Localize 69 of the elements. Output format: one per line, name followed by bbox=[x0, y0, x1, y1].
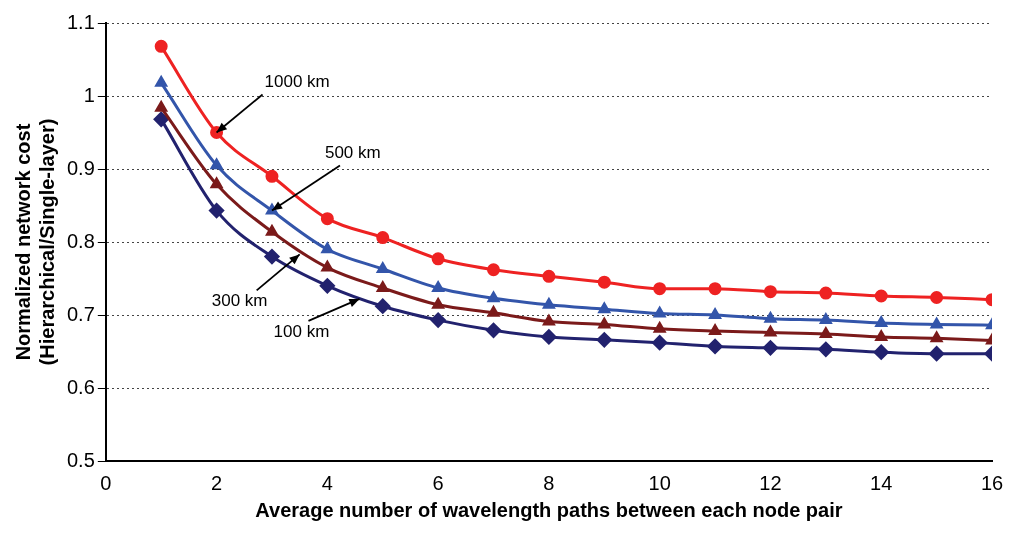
y-axis-title: Normalized network cost (Hierarchical/Single-layer) bbox=[11, 118, 58, 366]
point bbox=[376, 231, 390, 245]
point bbox=[707, 338, 723, 354]
point bbox=[930, 317, 943, 329]
point bbox=[597, 275, 611, 289]
point bbox=[709, 308, 721, 319]
point bbox=[820, 313, 832, 325]
point bbox=[708, 282, 722, 296]
point bbox=[763, 285, 777, 299]
point bbox=[265, 169, 279, 183]
point bbox=[154, 39, 168, 53]
x-tick-label: 6 bbox=[432, 471, 444, 494]
point bbox=[210, 158, 223, 170]
point bbox=[930, 331, 943, 343]
point bbox=[930, 290, 944, 304]
point bbox=[875, 316, 888, 328]
point bbox=[321, 242, 334, 254]
point bbox=[209, 203, 225, 219]
y-tick-label: 0.6 bbox=[66, 375, 95, 398]
point bbox=[874, 289, 888, 303]
point bbox=[375, 298, 391, 314]
x-tick-label: 4 bbox=[321, 471, 333, 494]
point bbox=[264, 249, 280, 265]
y-tick-label: 0.7 bbox=[66, 302, 95, 325]
annotation: 1000 km bbox=[264, 72, 330, 92]
point bbox=[652, 335, 668, 351]
y-tick-label: 0.9 bbox=[66, 156, 95, 179]
point bbox=[709, 324, 721, 336]
point bbox=[598, 302, 611, 314]
x-tick-label: 14 bbox=[870, 471, 893, 494]
annotation: 300 km bbox=[211, 291, 268, 311]
point bbox=[432, 281, 444, 292]
annotation: 500 km bbox=[324, 143, 381, 163]
point bbox=[820, 327, 832, 338]
x-tick-label: 0 bbox=[100, 471, 112, 494]
point bbox=[596, 332, 612, 348]
point bbox=[541, 329, 557, 345]
point bbox=[819, 286, 833, 300]
point bbox=[873, 344, 889, 360]
point bbox=[320, 212, 334, 226]
x-axis-title: Average number of wavelength paths between each node pair bbox=[255, 498, 843, 521]
point bbox=[653, 282, 667, 296]
point bbox=[875, 330, 888, 341]
x-tick-label: 10 bbox=[648, 471, 671, 494]
point bbox=[486, 322, 502, 338]
x-tick-label: 2 bbox=[211, 471, 223, 494]
point bbox=[430, 312, 446, 328]
point bbox=[153, 111, 169, 127]
point bbox=[487, 263, 501, 277]
point bbox=[929, 346, 945, 362]
y-tick-label: 0.5 bbox=[66, 448, 95, 471]
point bbox=[542, 269, 556, 283]
point bbox=[487, 291, 500, 303]
x-tick-label: 16 bbox=[980, 471, 1004, 494]
annotation: 100 km bbox=[273, 321, 330, 341]
point bbox=[266, 225, 278, 236]
y-tick-label: 1 bbox=[83, 83, 95, 106]
x-tick-label: 8 bbox=[543, 471, 555, 494]
point bbox=[818, 341, 834, 357]
point bbox=[319, 278, 335, 294]
point bbox=[210, 177, 223, 189]
point bbox=[762, 340, 778, 356]
x-tick-label: 12 bbox=[759, 471, 782, 494]
point bbox=[376, 262, 389, 274]
point bbox=[598, 317, 611, 329]
y-tick-label: 0.8 bbox=[66, 229, 95, 252]
y-tick-label: 1.1 bbox=[66, 10, 95, 33]
point bbox=[376, 281, 389, 292]
point bbox=[431, 252, 445, 266]
